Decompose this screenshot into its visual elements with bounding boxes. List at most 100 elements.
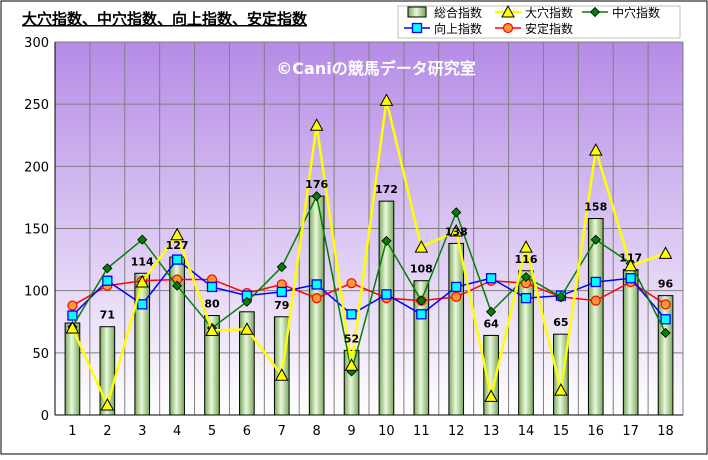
series-line-triangle xyxy=(71,100,666,409)
point-square xyxy=(276,286,287,298)
point-square xyxy=(451,281,462,293)
bar-data-label: 79 xyxy=(274,299,289,312)
point-triangle xyxy=(170,227,184,241)
point-diamond xyxy=(381,235,392,246)
gridlines xyxy=(54,41,684,416)
bar-data-label: 127 xyxy=(166,239,189,252)
legend-box xyxy=(397,5,681,39)
x-tick-label: 17 xyxy=(622,424,639,439)
x-tick-label: 11 xyxy=(413,424,430,439)
point-diamond xyxy=(486,306,497,317)
bar-data-label: 117 xyxy=(619,252,642,265)
bar-data-label: 158 xyxy=(584,201,607,214)
point-square xyxy=(416,309,427,320)
legend-label: 安定指数 xyxy=(525,21,573,36)
bar-data-label: 108 xyxy=(410,263,433,276)
point-square xyxy=(137,299,148,310)
legend-label: 大穴指数 xyxy=(525,5,573,20)
point-diamond xyxy=(451,207,462,218)
point-diamond xyxy=(102,263,113,274)
point-triangle xyxy=(658,246,673,259)
legend-marker-triangle xyxy=(501,4,515,18)
point-triangle xyxy=(379,93,394,106)
point-circle xyxy=(451,291,462,302)
legend-label: 中穴指数 xyxy=(612,5,660,20)
point-triangle xyxy=(484,389,498,402)
x-tick-label: 4 xyxy=(173,424,181,439)
point-square xyxy=(102,275,113,286)
bar-data-label: 116 xyxy=(515,253,538,266)
bar-data-label: 138 xyxy=(445,225,468,238)
chart-title: 大穴指数、中穴指数、向上指数、安定指数 xyxy=(22,10,308,28)
point-triangle xyxy=(100,398,115,411)
y-tick-label: 0 xyxy=(41,409,49,424)
y-tick-label: 100 xyxy=(24,285,49,300)
line-series xyxy=(65,93,673,411)
point-square xyxy=(171,254,183,265)
point-triangle xyxy=(623,258,638,272)
bar xyxy=(378,200,395,416)
legend-swatch-bar xyxy=(407,6,427,18)
point-square xyxy=(381,289,392,300)
bar-data-label: 65 xyxy=(553,316,568,329)
x-tick-label: 5 xyxy=(208,424,216,439)
series-line-diamond xyxy=(71,193,667,372)
bar-data-label: 64 xyxy=(483,317,499,330)
point-diamond xyxy=(137,234,148,245)
legend-marker-circle xyxy=(502,22,514,34)
point-triangle xyxy=(588,143,603,156)
point-triangle xyxy=(554,383,568,396)
x-tick-label: 1 xyxy=(68,424,76,439)
point-diamond xyxy=(520,271,532,283)
point-diamond xyxy=(241,296,252,307)
bar xyxy=(622,269,639,416)
x-tick-label: 6 xyxy=(243,424,251,439)
legend-marker-square xyxy=(411,22,423,34)
x-tick-label: 12 xyxy=(448,424,465,439)
point-square xyxy=(625,273,636,284)
x-tick-label: 3 xyxy=(138,424,146,439)
bar-data-label: 96 xyxy=(658,278,674,291)
y-tick-label: 50 xyxy=(32,347,49,362)
point-triangle xyxy=(449,223,464,237)
y-tick-label: 300 xyxy=(24,36,49,51)
point-triangle xyxy=(135,274,150,288)
legend-label: 向上指数 xyxy=(434,21,482,36)
x-tick-label: 15 xyxy=(553,424,570,439)
bar-data-label: 52 xyxy=(344,332,359,345)
point-diamond xyxy=(590,234,601,245)
point-triangle xyxy=(519,240,533,253)
x-tick-label: 10 xyxy=(378,424,395,439)
point-circle xyxy=(311,293,322,304)
x-tick-label: 8 xyxy=(313,424,321,439)
point-triangle xyxy=(205,323,219,336)
x-tick-label: 16 xyxy=(588,424,605,439)
bar-data-label: 80 xyxy=(204,298,220,311)
bar-data-label: 176 xyxy=(305,178,328,191)
y-tick-label: 250 xyxy=(24,98,49,113)
point-circle xyxy=(590,295,601,306)
x-tick-label: 2 xyxy=(103,424,111,439)
point-square xyxy=(660,314,671,325)
x-tick-label: 13 xyxy=(483,424,500,439)
point-diamond xyxy=(172,280,183,291)
point-square xyxy=(206,281,218,293)
bar xyxy=(448,242,465,416)
series-line-circle xyxy=(72,278,666,307)
point-circle xyxy=(660,299,671,310)
point-square xyxy=(520,292,532,304)
watermark: ©Caniの競馬データ研究室 xyxy=(276,59,475,78)
point-diamond xyxy=(555,291,566,302)
point-square xyxy=(590,276,601,288)
point-triangle xyxy=(344,358,359,371)
bar xyxy=(518,270,534,416)
x-tick-label: 7 xyxy=(278,424,286,439)
point-triangle xyxy=(240,322,254,335)
point-square xyxy=(485,273,497,284)
x-tick-label: 14 xyxy=(518,424,535,439)
point-diamond xyxy=(416,295,427,306)
x-tick-label: 9 xyxy=(347,424,355,439)
